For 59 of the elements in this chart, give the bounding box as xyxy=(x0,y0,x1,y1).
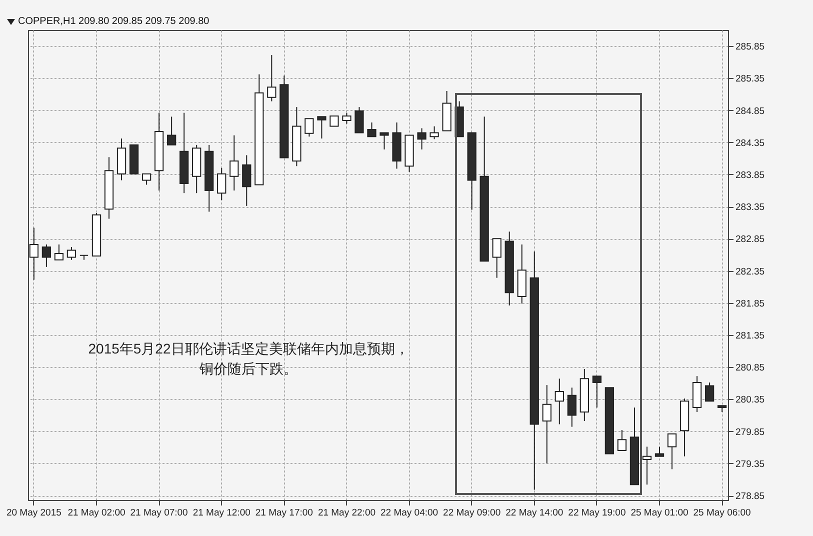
y-tick-label: 280.35 xyxy=(736,394,765,406)
y-tick-label: 285.85 xyxy=(736,42,765,53)
y-tick-label: 279.35 xyxy=(736,458,765,470)
candlestick xyxy=(217,168,226,201)
candlestick xyxy=(417,128,426,150)
y-tick-label: 281.85 xyxy=(736,298,765,310)
x-tick-label: 22 May 09:00 xyxy=(443,508,501,518)
candlestick xyxy=(354,106,364,134)
candlestick xyxy=(230,134,239,192)
candlestick xyxy=(342,112,352,124)
y-tick-label: 281.35 xyxy=(736,330,765,342)
y-tick-label: 283.35 xyxy=(736,202,765,214)
candlestick xyxy=(542,384,552,464)
y-tick-label: 282.35 xyxy=(736,266,765,278)
y-tick-label: 285.35 xyxy=(736,74,765,85)
x-tick-label: 22 May 14:00 xyxy=(506,508,564,518)
candlestick xyxy=(617,430,627,452)
candlestick xyxy=(554,378,564,425)
annotation: 2015年5月22日耶伦讲话坚定美联储年内加息预期， xyxy=(88,340,409,357)
candlestick xyxy=(380,132,389,150)
annotation: 铜价随后下跌。 xyxy=(198,360,298,377)
y-tick-label: 280.85 xyxy=(736,362,765,374)
candlestick xyxy=(304,118,314,138)
x-tick-label: 22 May 19:00 xyxy=(568,508,626,518)
candlestick xyxy=(54,244,64,260)
x-tick-label: 21 May 17:00 xyxy=(255,508,313,518)
candlestick xyxy=(367,122,376,138)
candlestick xyxy=(567,387,576,428)
y-tick-label: 278.85 xyxy=(736,491,765,502)
candlestick xyxy=(430,126,439,140)
x-tick-label: 21 May 07:00 xyxy=(130,508,188,518)
candlestick xyxy=(42,244,52,268)
x-tick-label: 21 May 02:00 xyxy=(68,508,126,518)
candlestick xyxy=(267,54,276,102)
candlestick xyxy=(642,446,652,486)
candlestick xyxy=(654,446,664,457)
candlestick xyxy=(242,154,252,206)
x-tick-label: 21 May 22:00 xyxy=(318,508,376,518)
x-tick-label: 25 May 06:00 xyxy=(693,508,751,518)
y-tick-label: 284.85 xyxy=(736,106,765,117)
y-tick-label: 282.85 xyxy=(736,234,765,246)
x-tick-label: 20 May 2015 xyxy=(6,508,62,518)
candlestick xyxy=(66,246,76,260)
x-tick-label: 22 May 04:00 xyxy=(380,508,438,518)
candlestick xyxy=(704,382,714,402)
candlestick xyxy=(142,173,152,186)
y-tick-label: 279.85 xyxy=(736,426,765,438)
candlestick xyxy=(592,376,602,408)
candlestick xyxy=(667,433,677,470)
candlestick xyxy=(492,238,502,278)
y-tick-label: 284.35 xyxy=(736,138,765,149)
x-tick-label: 21 May 12:00 xyxy=(192,508,250,518)
y-tick-label: 283.85 xyxy=(736,170,765,181)
candlestick xyxy=(167,116,176,146)
x-tick-label: 25 May 01:00 xyxy=(630,508,688,518)
candlestick xyxy=(330,116,339,127)
chart-title: COPPER,H1 209.80 209.85 209.75 209.80 xyxy=(18,16,210,27)
candlestick xyxy=(29,227,39,280)
candlestick xyxy=(317,116,326,140)
